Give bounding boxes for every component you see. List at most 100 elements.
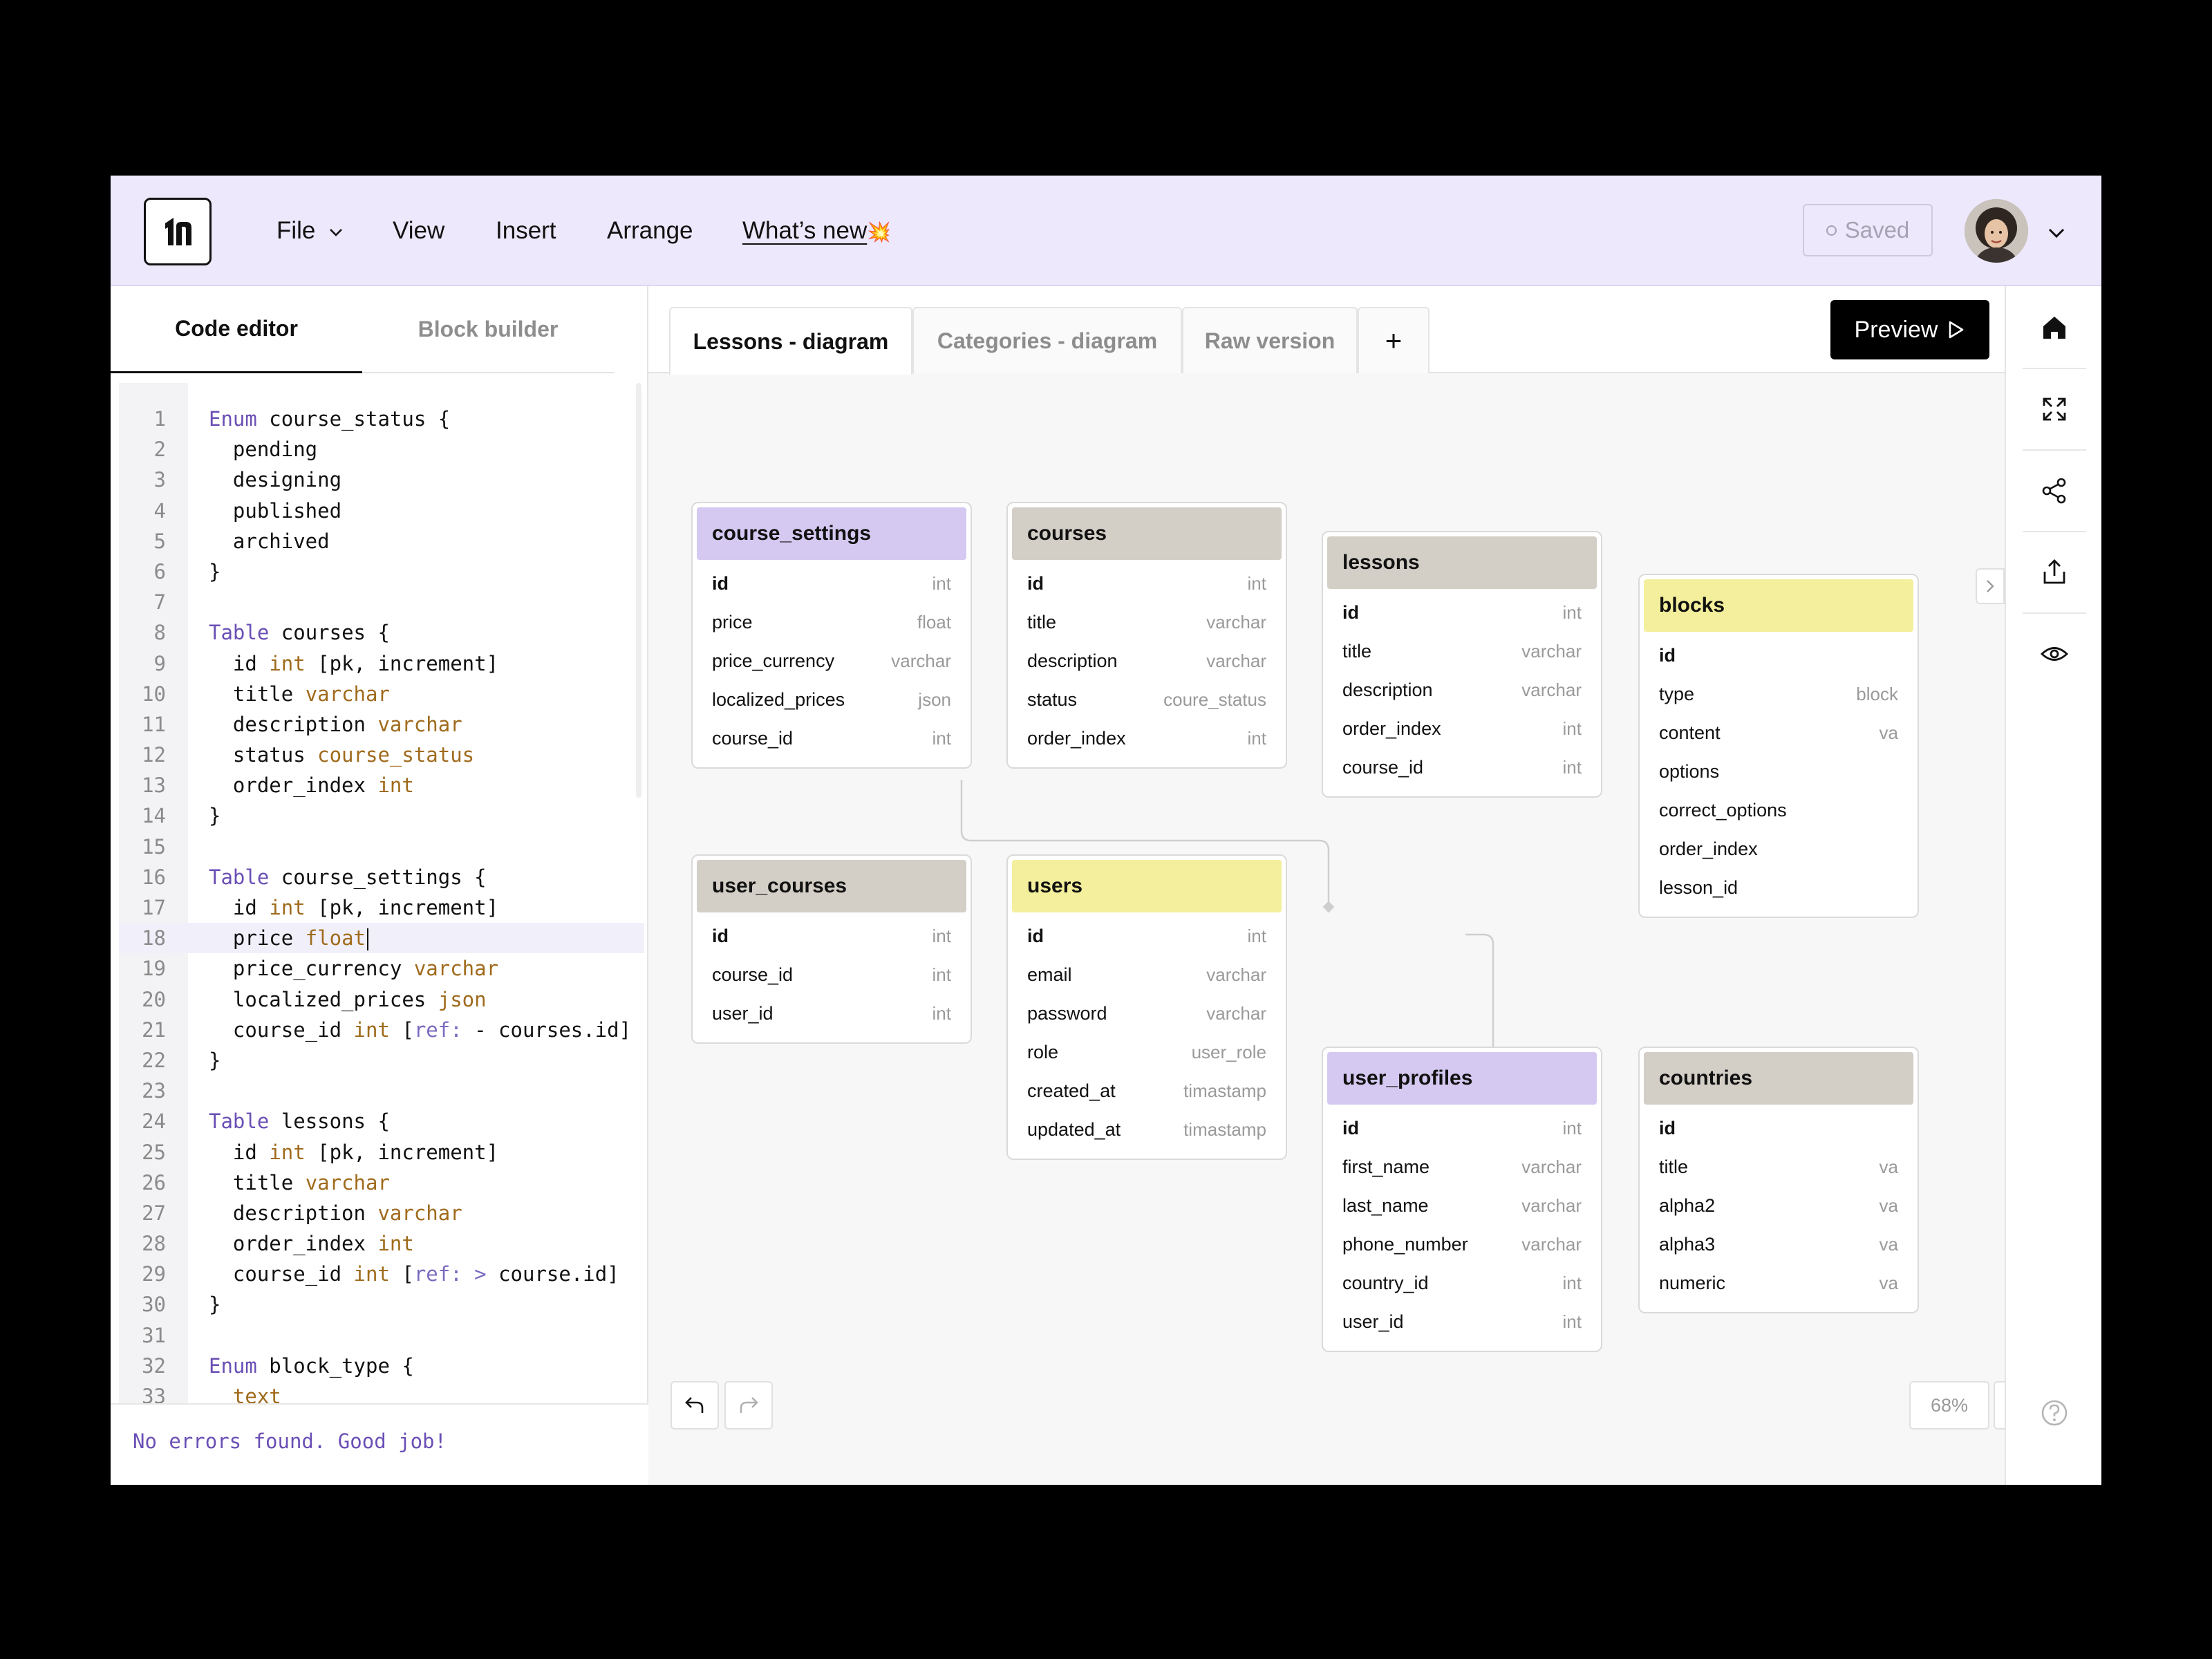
tab-lessons-diagram[interactable]: Lessons - diagram — [669, 307, 912, 375]
redo-button[interactable] — [724, 1381, 773, 1430]
code-line[interactable]: 21 course_id int [ref: - courses.id] — [119, 1015, 644, 1045]
table-field[interactable]: user_id int — [697, 994, 966, 1033]
table-card-countries[interactable]: countries id title va alpha2 va alpha3 va numeri… — [1638, 1047, 1919, 1313]
code-line[interactable]: 25 id int [pk, increment] — [119, 1137, 644, 1168]
table-field[interactable]: id — [1644, 1109, 1913, 1147]
zoom-level[interactable]: 68% — [1909, 1381, 1989, 1430]
code-editor[interactable]: 1 Enum course_status {2 pending 3 designin… — [119, 383, 644, 1405]
code-line[interactable]: 10 title varchar — [119, 679, 644, 709]
table-field[interactable]: id int — [1327, 1109, 1597, 1147]
table-field[interactable]: id — [1644, 636, 1913, 675]
code-line[interactable]: 29 course_id int [ref: > course.id] — [119, 1259, 644, 1289]
table-field[interactable]: last_name varchar — [1327, 1186, 1597, 1225]
code-line[interactable]: 6} — [119, 556, 644, 587]
table-field[interactable]: content va — [1644, 713, 1913, 752]
code-line[interactable]: 2 pending — [119, 434, 644, 465]
help-button[interactable] — [2006, 1373, 2101, 1453]
table-field[interactable]: price float — [697, 603, 966, 641]
table-card-blocks[interactable]: blocks id type block content va options correct… — [1638, 574, 1919, 918]
add-tab-button[interactable]: + — [1358, 307, 1430, 373]
menu-whats-new[interactable]: What’s new💥 — [742, 212, 891, 252]
table-field[interactable]: id int — [697, 564, 966, 603]
table-name[interactable]: lessons — [1327, 536, 1597, 589]
code-line[interactable]: 20 localized_prices json — [119, 984, 644, 1015]
code-line[interactable]: 3 designing — [119, 465, 644, 495]
code-line[interactable]: 13 order_index int — [119, 770, 644, 800]
tab-code-editor[interactable]: Code editor — [111, 286, 362, 373]
code-line[interactable]: 26 title varchar — [119, 1168, 644, 1198]
table-name[interactable]: user_profiles — [1327, 1052, 1597, 1105]
table-name[interactable]: countries — [1644, 1052, 1913, 1105]
code-line[interactable]: 17 id int [pk, increment] — [119, 892, 644, 923]
table-name[interactable]: users — [1012, 860, 1282, 912]
tab-categories-diagram[interactable]: Categories - diagram — [912, 307, 1182, 373]
table-field[interactable]: created_at timastamp — [1012, 1071, 1282, 1110]
table-name[interactable]: course_settings — [697, 507, 966, 560]
code-line[interactable]: 5 archived — [119, 526, 644, 556]
table-field[interactable]: numeric va — [1644, 1264, 1913, 1302]
table-field[interactable]: alpha2 va — [1644, 1186, 1913, 1225]
table-field[interactable]: role user_role — [1012, 1033, 1282, 1071]
table-field[interactable]: options — [1644, 752, 1913, 791]
table-field[interactable]: updated_at timastamp — [1012, 1110, 1282, 1149]
table-field[interactable]: correct_options — [1644, 791, 1913, 830]
code-line[interactable]: 16 Table course_settings { — [119, 862, 644, 892]
code-line[interactable]: 14} — [119, 800, 644, 831]
table-field[interactable]: lesson_id — [1644, 868, 1913, 907]
code-line[interactable]: 28 order_index int — [119, 1228, 644, 1259]
code-line[interactable]: 23 — [119, 1076, 644, 1106]
table-field[interactable]: id int — [1012, 564, 1282, 603]
table-card-courses[interactable]: courses id int title varchar description varch… — [1006, 502, 1287, 769]
table-field[interactable]: email varchar — [1012, 955, 1282, 994]
table-field[interactable]: id int — [1012, 917, 1282, 955]
share-button[interactable] — [2006, 451, 2101, 531]
undo-button[interactable] — [671, 1381, 719, 1430]
tab-raw-version[interactable]: Raw version — [1182, 307, 1358, 373]
table-field[interactable]: order_index — [1644, 830, 1913, 868]
table-field[interactable]: status coure_status — [1012, 680, 1282, 719]
menu-arrange[interactable]: Arrange — [607, 217, 693, 244]
table-field[interactable]: order_index int — [1327, 709, 1597, 748]
user-avatar[interactable] — [1965, 199, 2028, 263]
editor-scrollbar[interactable] — [636, 383, 641, 798]
table-field[interactable]: password varchar — [1012, 994, 1282, 1033]
code-line[interactable]: 27 description varchar — [119, 1198, 644, 1228]
code-line[interactable]: 8 Table courses { — [119, 617, 644, 648]
visibility-button[interactable] — [2006, 614, 2101, 694]
table-field[interactable]: first_name varchar — [1327, 1147, 1597, 1186]
preview-button[interactable]: Preview — [1830, 300, 1989, 359]
table-field[interactable]: id int — [697, 917, 966, 955]
menu-insert[interactable]: Insert — [496, 217, 556, 244]
table-name[interactable]: courses — [1012, 507, 1282, 560]
code-line[interactable]: 33 text — [119, 1381, 644, 1405]
table-field[interactable]: title va — [1644, 1147, 1913, 1186]
home-button[interactable] — [2006, 288, 2101, 368]
code-line[interactable]: 32 Enum block_type { — [119, 1351, 644, 1381]
table-card-users[interactable]: users id int email varchar password varchar rol… — [1006, 854, 1287, 1160]
table-name[interactable]: user_courses — [697, 860, 966, 912]
table-field[interactable]: phone_number varchar — [1327, 1225, 1597, 1264]
table-field[interactable]: type block — [1644, 675, 1913, 713]
export-button[interactable] — [2006, 532, 2101, 612]
code-line[interactable]: 11 description varchar — [119, 709, 644, 740]
code-line[interactable]: 19 price_currency varchar — [119, 953, 644, 984]
menu-file[interactable]: File — [276, 212, 344, 250]
code-line[interactable]: 9 id int [pk, increment] — [119, 648, 644, 679]
code-line[interactable]: 15 — [119, 832, 644, 862]
code-line[interactable]: 1 Enum course_status { — [119, 404, 644, 434]
code-line[interactable]: 30} — [119, 1289, 644, 1320]
table-field[interactable]: description varchar — [1012, 641, 1282, 680]
fit-screen-button[interactable] — [2006, 369, 2101, 449]
table-card-lessons[interactable]: lessons id int title varchar description varch… — [1322, 531, 1602, 798]
table-field[interactable]: title varchar — [1327, 632, 1597, 671]
table-field[interactable]: title varchar — [1012, 603, 1282, 641]
table-field[interactable]: user_id int — [1327, 1302, 1597, 1341]
tab-block-builder[interactable]: Block builder — [362, 286, 614, 373]
account-chevron-icon[interactable] — [2046, 223, 2067, 243]
app-logo[interactable] — [144, 198, 212, 265]
table-field[interactable]: price_currency varchar — [697, 641, 966, 680]
code-line[interactable]: 31 — [119, 1320, 644, 1351]
menu-view[interactable]: View — [393, 217, 445, 244]
